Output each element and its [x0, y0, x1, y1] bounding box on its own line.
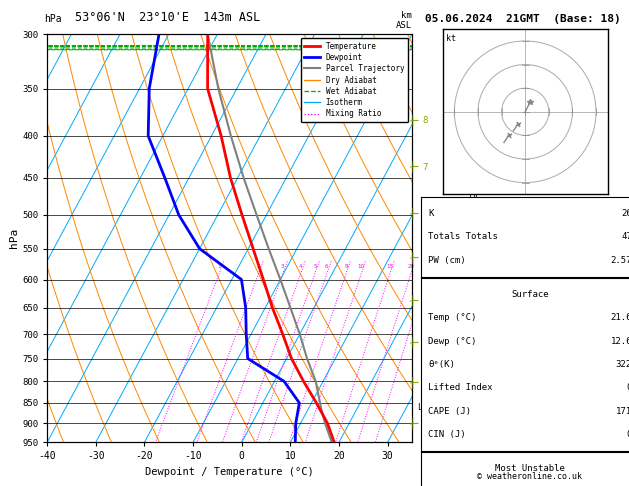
Text: Most Unstable: Most Unstable [495, 465, 565, 473]
Text: 322: 322 [616, 360, 629, 369]
Text: 10: 10 [358, 264, 365, 269]
Text: ┤: ┤ [409, 160, 415, 173]
Text: CAPE (J): CAPE (J) [428, 407, 471, 416]
Y-axis label: Mixing Ratio (g/kg): Mixing Ratio (g/kg) [469, 187, 479, 289]
Text: kt: kt [446, 34, 456, 43]
Text: 2: 2 [257, 264, 260, 269]
Y-axis label: hPa: hPa [9, 228, 19, 248]
Text: ┤: ┤ [409, 114, 415, 125]
Text: 5: 5 [313, 264, 316, 269]
Text: 21.6: 21.6 [610, 313, 629, 322]
X-axis label: Dewpoint / Temperature (°C): Dewpoint / Temperature (°C) [145, 467, 314, 477]
Text: 47: 47 [621, 232, 629, 241]
Text: 26: 26 [621, 209, 629, 218]
Text: 171: 171 [616, 407, 629, 416]
Text: © weatheronline.co.uk: © weatheronline.co.uk [477, 472, 582, 481]
Text: Totals Totals: Totals Totals [428, 232, 498, 241]
Text: 8: 8 [344, 264, 348, 269]
Text: PW (cm): PW (cm) [428, 256, 465, 264]
Text: ┤: ┤ [409, 336, 415, 347]
Text: ┤: ┤ [409, 376, 415, 388]
Text: ┤: ┤ [409, 207, 415, 219]
Text: 12.6: 12.6 [610, 337, 629, 346]
Text: ┤: ┤ [409, 251, 415, 263]
Text: hPa: hPa [44, 14, 62, 24]
Text: LCL: LCL [418, 403, 433, 412]
Legend: Temperature, Dewpoint, Parcel Trajectory, Dry Adiabat, Wet Adiabat, Isotherm, Mi: Temperature, Dewpoint, Parcel Trajectory… [301, 38, 408, 122]
Text: 05.06.2024  21GMT  (Base: 18): 05.06.2024 21GMT (Base: 18) [425, 14, 620, 24]
Text: 0: 0 [626, 430, 629, 439]
Text: 53°06'N  23°10'E  143m ASL: 53°06'N 23°10'E 143m ASL [75, 11, 261, 24]
Text: 3: 3 [281, 264, 284, 269]
Text: Surface: Surface [511, 290, 548, 299]
Text: 1: 1 [218, 264, 221, 269]
Text: CIN (J): CIN (J) [428, 430, 465, 439]
Text: Temp (°C): Temp (°C) [428, 313, 476, 322]
Text: 4: 4 [299, 264, 303, 269]
Text: ┤: ┤ [409, 417, 415, 429]
Text: 15: 15 [386, 264, 393, 269]
Text: 2.57: 2.57 [610, 256, 629, 264]
Text: θᵉ(K): θᵉ(K) [428, 360, 455, 369]
Text: km
ASL: km ASL [396, 11, 412, 30]
Text: K: K [428, 209, 433, 218]
Text: 20: 20 [408, 264, 415, 269]
Text: Lifted Index: Lifted Index [428, 383, 493, 392]
Text: ┤: ┤ [409, 294, 415, 306]
Text: 6: 6 [325, 264, 328, 269]
Text: 0: 0 [626, 383, 629, 392]
Text: Dewp (°C): Dewp (°C) [428, 337, 476, 346]
